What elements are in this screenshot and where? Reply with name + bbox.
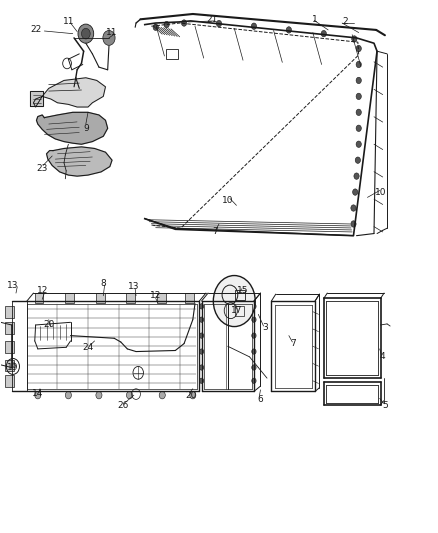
Text: 6: 6 bbox=[258, 395, 263, 404]
Text: 23: 23 bbox=[36, 164, 48, 173]
Circle shape bbox=[351, 221, 356, 227]
Circle shape bbox=[199, 317, 204, 322]
Circle shape bbox=[252, 365, 256, 370]
Bar bbox=[5, 306, 14, 318]
Circle shape bbox=[78, 24, 94, 43]
Circle shape bbox=[213, 276, 255, 327]
Circle shape bbox=[352, 36, 357, 42]
Circle shape bbox=[356, 93, 361, 100]
Circle shape bbox=[354, 173, 359, 179]
Bar bbox=[166, 49, 178, 59]
Circle shape bbox=[252, 317, 256, 322]
Circle shape bbox=[127, 391, 133, 399]
Text: 12: 12 bbox=[150, 291, 161, 300]
Circle shape bbox=[216, 20, 222, 27]
Circle shape bbox=[353, 189, 358, 195]
Circle shape bbox=[356, 109, 361, 116]
Circle shape bbox=[351, 205, 356, 211]
Text: 11: 11 bbox=[63, 18, 74, 27]
Text: 15: 15 bbox=[237, 286, 249, 295]
Circle shape bbox=[81, 28, 90, 39]
Polygon shape bbox=[33, 78, 106, 107]
Text: 9: 9 bbox=[83, 124, 89, 133]
Bar bbox=[5, 360, 14, 371]
Circle shape bbox=[199, 333, 204, 338]
Circle shape bbox=[103, 30, 115, 45]
Bar bbox=[235, 306, 244, 316]
Bar bbox=[96, 293, 105, 303]
Circle shape bbox=[199, 365, 204, 370]
Bar bbox=[185, 293, 194, 303]
Circle shape bbox=[181, 20, 187, 26]
Bar bbox=[5, 322, 14, 334]
Text: 24: 24 bbox=[82, 343, 94, 352]
Circle shape bbox=[356, 61, 361, 68]
Text: 7: 7 bbox=[290, 339, 296, 348]
Circle shape bbox=[190, 391, 196, 399]
Bar bbox=[5, 341, 14, 353]
Text: 10: 10 bbox=[375, 188, 386, 197]
Bar bbox=[235, 290, 245, 300]
Circle shape bbox=[251, 23, 257, 29]
Circle shape bbox=[199, 349, 204, 354]
Text: 5: 5 bbox=[382, 401, 388, 410]
Circle shape bbox=[153, 24, 158, 30]
Circle shape bbox=[164, 21, 169, 28]
Text: 4: 4 bbox=[380, 352, 385, 361]
Bar bbox=[5, 375, 14, 387]
Circle shape bbox=[252, 333, 256, 338]
Polygon shape bbox=[30, 91, 43, 106]
Circle shape bbox=[321, 30, 326, 37]
Circle shape bbox=[35, 391, 41, 399]
Text: 7: 7 bbox=[212, 228, 218, 237]
Text: 2: 2 bbox=[343, 18, 349, 27]
Text: 3: 3 bbox=[262, 323, 268, 332]
Circle shape bbox=[252, 304, 256, 309]
Circle shape bbox=[356, 125, 361, 132]
Text: 13: 13 bbox=[7, 280, 19, 289]
Bar bbox=[157, 293, 166, 303]
Circle shape bbox=[356, 45, 361, 52]
Circle shape bbox=[96, 391, 102, 399]
Circle shape bbox=[159, 391, 165, 399]
Text: 14: 14 bbox=[32, 389, 43, 398]
Text: 22: 22 bbox=[30, 26, 41, 35]
Circle shape bbox=[199, 378, 204, 383]
Bar bbox=[127, 293, 135, 303]
Text: 17: 17 bbox=[231, 305, 242, 314]
Circle shape bbox=[252, 378, 256, 383]
Text: 21: 21 bbox=[207, 15, 218, 24]
Bar bbox=[65, 293, 74, 303]
Circle shape bbox=[252, 349, 256, 354]
Circle shape bbox=[355, 157, 360, 164]
Text: 12: 12 bbox=[36, 286, 48, 295]
Bar bbox=[35, 293, 43, 303]
Circle shape bbox=[65, 391, 71, 399]
Text: 19: 19 bbox=[7, 363, 19, 372]
Text: 13: 13 bbox=[128, 282, 140, 291]
Text: 11: 11 bbox=[106, 28, 118, 37]
Text: 8: 8 bbox=[100, 279, 106, 288]
Polygon shape bbox=[36, 112, 108, 144]
Circle shape bbox=[286, 27, 291, 33]
Text: 1: 1 bbox=[312, 15, 318, 24]
Circle shape bbox=[356, 77, 361, 84]
Polygon shape bbox=[46, 147, 112, 176]
Text: 20: 20 bbox=[43, 320, 54, 329]
Circle shape bbox=[199, 304, 204, 309]
Text: 20: 20 bbox=[185, 391, 196, 400]
Text: 26: 26 bbox=[117, 401, 129, 410]
Text: 10: 10 bbox=[222, 196, 233, 205]
Circle shape bbox=[356, 141, 361, 148]
